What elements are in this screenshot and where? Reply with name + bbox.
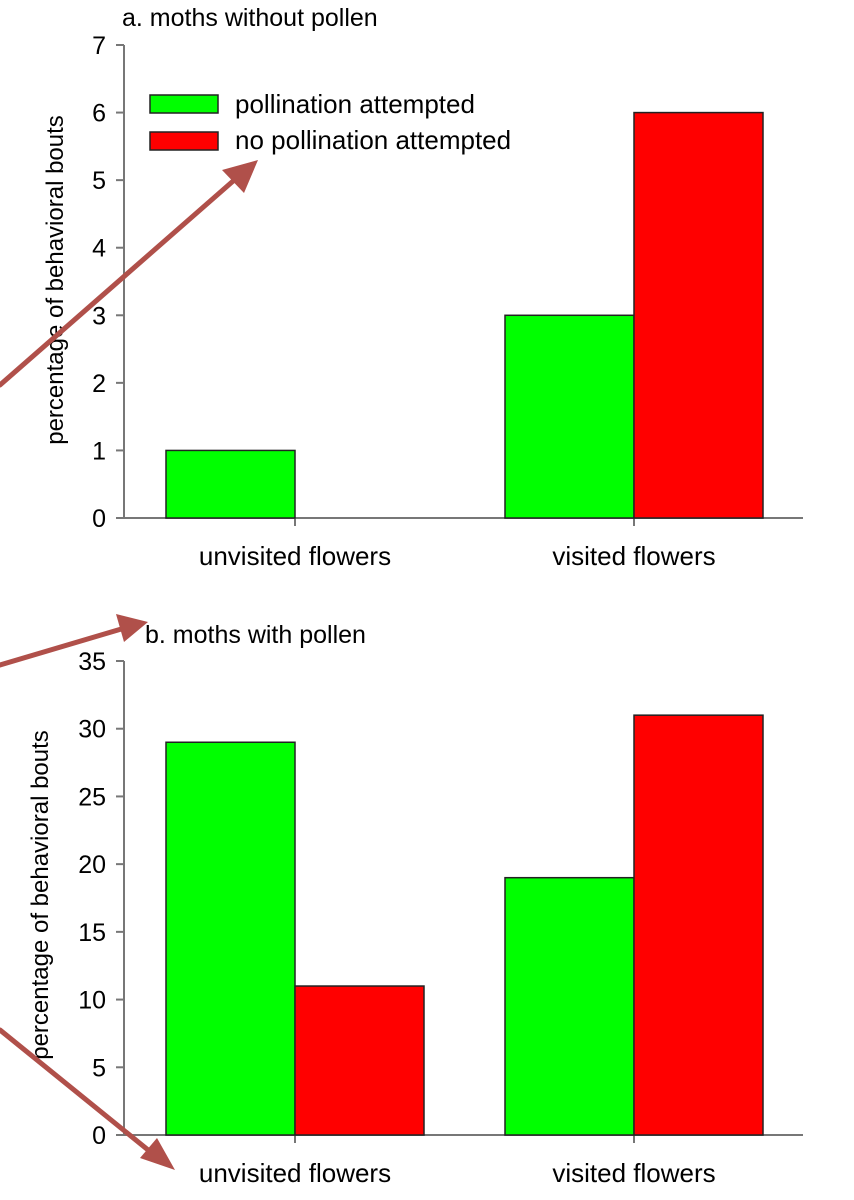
chart-b-y-tick-label: 5 [92, 1054, 106, 1082]
annotation-arrows [0, 160, 258, 1170]
chart-b-category-label: unvisited flowers [199, 1158, 391, 1188]
chart-a-y-tick-label: 3 [92, 302, 106, 330]
chart-a-moths-without-pollen: a. moths without pollen percentage of be… [42, 4, 803, 571]
chart-a-y-tick-label: 0 [92, 505, 106, 533]
chart-a-y-tick-label: 5 [92, 167, 106, 195]
chart-a-category-label: visited flowers [552, 541, 715, 571]
chart-b-moths-with-pollen: b. moths with pollen percentage of behav… [27, 621, 803, 1188]
chart-b-y-axis-label: percentage of behavioral bouts [27, 730, 54, 1060]
legend-swatch-no-pollination-attempted [149, 131, 219, 151]
annotation-arrow-legend [0, 172, 243, 388]
annotation-arrow-title-head [116, 614, 148, 642]
legend: pollination attempted no pollination att… [149, 89, 511, 155]
chart-b-title: b. moths with pollen [145, 621, 366, 649]
chart-a-y-tick-label: 1 [92, 437, 106, 465]
annotation-arrow-category-head [140, 1138, 175, 1170]
legend-swatch-pollination-attempted [149, 94, 219, 114]
chart-a-bar-unvisited-flowers-pollination-attempted [165, 449, 296, 519]
chart-a-y-tick-label: 6 [92, 100, 106, 128]
chart-b-y-tick-label: 0 [92, 1122, 106, 1150]
chart-b-bar-unvisited-flowers-pollination-attempted [165, 741, 296, 1136]
chart-b-y-tick-label: 10 [78, 987, 106, 1015]
chart-b-y-tick-label: 15 [78, 919, 106, 947]
chart-b-bar-visited-flowers-no-pollination-attempted [633, 714, 764, 1136]
chart-b-category-label: visited flowers [552, 1158, 715, 1188]
chart-a-category-label: unvisited flowers [199, 541, 391, 571]
chart-b-y-tick-label: 35 [78, 648, 106, 676]
chart-b-bar-unvisited-flowers-no-pollination-attempted [294, 985, 425, 1136]
annotation-arrow-title [0, 624, 131, 668]
legend-label-pollination-attempted: pollination attempted [235, 89, 475, 119]
chart-b-bar-visited-flowers-pollination-attempted [504, 876, 635, 1136]
chart-a-y-axis-label: percentage of behavioral bouts [42, 115, 69, 445]
annotation-arrow-legend-head [222, 160, 258, 193]
chart-a-bar-visited-flowers-no-pollination-attempted [633, 111, 764, 519]
legend-label-no-pollination-attempted: no pollination attempted [235, 125, 511, 155]
chart-a-y-tick-label: 2 [92, 370, 106, 398]
chart-a-title: a. moths without pollen [122, 4, 378, 32]
chart-a-y-tick-label: 4 [92, 235, 106, 263]
chart-a-y-tick-label: 7 [92, 32, 106, 60]
chart-b-y-tick-label: 30 [78, 716, 106, 744]
chart-a-bar-visited-flowers-pollination-attempted [504, 314, 635, 519]
chart-b-y-tick-label: 25 [78, 783, 106, 811]
annotation-arrow-category [0, 1027, 161, 1161]
chart-b-y-tick-label: 20 [78, 851, 106, 879]
